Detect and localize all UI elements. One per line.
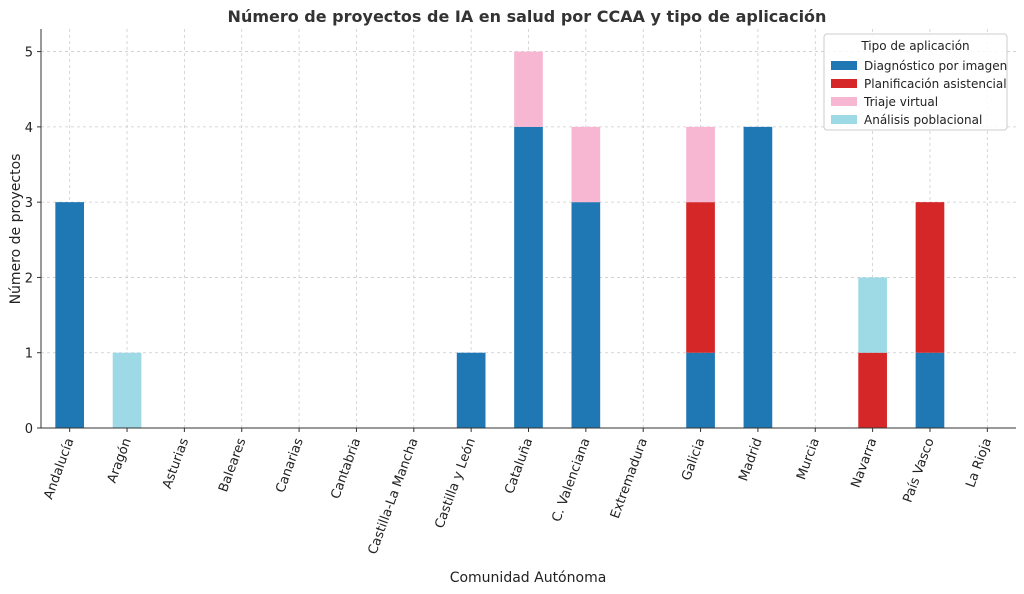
x-ticks: Andalucía Aragón Asturias Baleares Canarias C… <box>41 428 995 557</box>
x-tick-label: Castilla-La Mancha <box>366 436 422 556</box>
legend-box <box>823 33 1008 131</box>
x-tick-label: Madrid <box>736 436 765 483</box>
bar-segment <box>514 51 543 127</box>
y-tick-label: 5 <box>25 46 33 61</box>
y-tick-label: 3 <box>25 196 33 211</box>
x-tick-label: La Rioja <box>963 436 995 490</box>
x-tick-label: C. Valenciana <box>549 436 593 524</box>
bars <box>55 51 945 429</box>
bar-segment <box>571 202 601 428</box>
bar-segment <box>112 352 142 428</box>
bar-segment <box>915 202 945 353</box>
x-tick-label: Aragón <box>105 436 135 485</box>
legend: Tipo de aplicación Diagnóstico por imagen… <box>823 33 1008 131</box>
x-tick-label: Cantabria <box>328 436 364 501</box>
bar-segment <box>686 126 715 203</box>
x-tick-label: Navarra <box>849 436 881 490</box>
legend-swatch <box>831 115 857 124</box>
legend-swatch <box>831 79 857 88</box>
bar-segment <box>858 352 887 428</box>
y-tick-label: 0 <box>25 422 33 437</box>
legend-entry: Diagnóstico por imagen <box>864 59 1007 73</box>
y-tick-label: 1 <box>25 347 33 362</box>
y-ticks: 0 1 2 3 4 5 <box>25 46 41 437</box>
legend-entry: Triaje virtual <box>863 95 938 109</box>
bar-segment <box>858 277 887 353</box>
bar-segment <box>686 352 715 428</box>
legend-swatch <box>831 61 857 70</box>
x-axis-label: Comunidad Autónoma <box>450 570 607 586</box>
x-tick-label: Galicia <box>679 436 708 482</box>
x-tick-label: Murcia <box>794 436 823 482</box>
bar-segment <box>55 202 85 428</box>
legend-entry: Análisis poblacional <box>864 113 982 127</box>
y-tick-label: 2 <box>25 271 33 286</box>
bar-segment <box>915 352 945 428</box>
x-tick-label: País Vasco <box>901 436 938 505</box>
bar-segment <box>571 126 601 203</box>
y-tick-label: 4 <box>25 121 33 136</box>
x-tick-label: Cataluña <box>502 436 536 496</box>
legend-title: Tipo de aplicación <box>860 39 969 53</box>
x-tick-label: Baleares <box>216 436 249 494</box>
x-tick-label: Andalucía <box>41 436 77 501</box>
bar-segment <box>514 126 543 429</box>
y-axis-label: Número de proyectos <box>8 154 24 305</box>
legend-entry: Planificación asistencial <box>864 77 1007 91</box>
x-tick-label: Asturias <box>160 436 192 491</box>
x-tick-label: Castilla y León <box>432 436 479 530</box>
legend-swatch <box>831 97 857 106</box>
x-tick-label: Extremadura <box>608 436 651 521</box>
bar-segment <box>743 126 773 429</box>
chart-title: Número de proyectos de IA en salud por C… <box>228 7 827 26</box>
bar-segment <box>686 202 715 353</box>
x-tick-label: Canarias <box>273 436 307 495</box>
bar-segment <box>456 352 486 428</box>
